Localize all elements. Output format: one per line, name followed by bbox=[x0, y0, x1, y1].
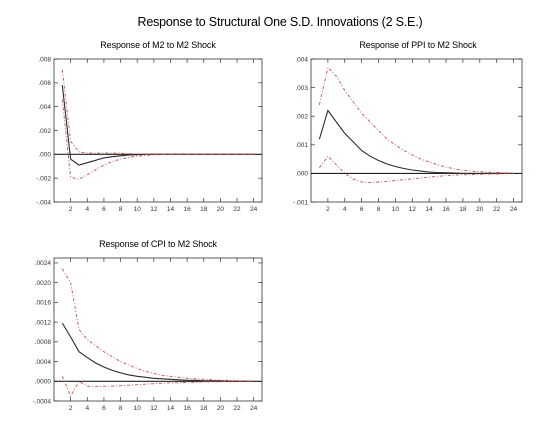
panel-ppi-to-m2: Response of PPI to M2 Shock -.001 .000 .00… bbox=[293, 40, 523, 213]
upper-band-line bbox=[61, 69, 254, 155]
x-tick-label: 10 bbox=[134, 206, 142, 213]
y-tick-label: .008 bbox=[38, 56, 51, 63]
y-tick-label: .006 bbox=[38, 80, 51, 87]
x-tick-label: 8 bbox=[119, 405, 123, 412]
x-tick-label: 24 bbox=[250, 206, 258, 213]
x-tick-label: 18 bbox=[200, 206, 208, 213]
x-tick-label: 8 bbox=[119, 206, 123, 213]
x-tick-label: 14 bbox=[167, 405, 175, 412]
lower-band-line bbox=[61, 99, 254, 180]
x-tick-label: 18 bbox=[200, 405, 208, 412]
x-tick-label: 2 bbox=[69, 405, 73, 412]
x-tick-label: 4 bbox=[85, 405, 89, 412]
y-tick-label: .002 bbox=[295, 114, 308, 121]
plot-frame bbox=[310, 58, 523, 203]
x-tick-label: 2 bbox=[326, 206, 330, 213]
x-tick-label: 24 bbox=[250, 405, 258, 412]
y-tick-label: -.002 bbox=[36, 175, 51, 182]
y-tick-label: .000 bbox=[38, 152, 51, 159]
panel-title: Response of PPI to M2 Shock bbox=[359, 40, 477, 50]
y-tick-label: .0016 bbox=[35, 300, 52, 307]
x-tick-label: 22 bbox=[233, 206, 241, 213]
y-tick-label: .004 bbox=[38, 104, 51, 111]
x-tick-label: 12 bbox=[409, 206, 417, 213]
chart-marks: -.0004 .0000 .0004 .0008 .0012 .0016 .0020 .002… bbox=[33, 258, 262, 412]
x-tick-label: 24 bbox=[510, 206, 518, 213]
x-tick-label: 10 bbox=[392, 206, 400, 213]
x-tick-label: 18 bbox=[459, 206, 467, 213]
x-tick-label: 20 bbox=[476, 206, 484, 213]
panel-cpi-to-m2: Response of CPI to M2 Shock -.0004 .0000.… bbox=[33, 239, 263, 412]
upper-band-line bbox=[318, 66, 514, 174]
lower-band-line bbox=[61, 376, 254, 398]
x-tick-label: 16 bbox=[184, 206, 192, 213]
x-tick-label: 4 bbox=[343, 206, 347, 213]
y-tick-label: -.001 bbox=[293, 199, 308, 206]
x-tick-label: 4 bbox=[85, 206, 89, 213]
x-tick-label: 6 bbox=[102, 405, 106, 412]
y-tick-label: .0012 bbox=[35, 319, 52, 326]
y-tick-label: .0008 bbox=[35, 339, 52, 346]
x-tick-label: 20 bbox=[217, 405, 225, 412]
x-tick-label: 16 bbox=[442, 206, 450, 213]
y-tick-label: .002 bbox=[38, 128, 51, 135]
lower-band-line bbox=[319, 155, 514, 184]
y-tick-label: .0020 bbox=[35, 280, 52, 287]
plot-frame bbox=[53, 257, 263, 402]
x-tick-label: 12 bbox=[150, 206, 158, 213]
x-tick-label: 14 bbox=[167, 206, 175, 213]
panel-title: Response of M2 to M2 Shock bbox=[100, 40, 216, 50]
response-line bbox=[318, 109, 514, 174]
x-tick-label: 6 bbox=[102, 206, 106, 213]
y-tick-label: .001 bbox=[295, 142, 308, 149]
response-line bbox=[61, 322, 254, 382]
figure-title: Response to Structural One S.D. Innovati… bbox=[138, 15, 423, 29]
y-tick-label: -.0004 bbox=[33, 398, 52, 405]
y-tick-label: .003 bbox=[295, 85, 308, 92]
x-tick-label: 2 bbox=[69, 206, 73, 213]
x-tick-label: 16 bbox=[184, 405, 192, 412]
y-tick-label: .0004 bbox=[35, 359, 52, 366]
x-tick-label: 6 bbox=[360, 206, 364, 213]
x-tick-label: 22 bbox=[233, 405, 241, 412]
panel-title: Response of CPI to M2 Shock bbox=[99, 239, 217, 249]
x-tick-label: 12 bbox=[150, 405, 158, 412]
y-tick-label: .000 bbox=[295, 171, 308, 178]
x-tick-label: 10 bbox=[134, 405, 142, 412]
plot-frame bbox=[53, 58, 263, 203]
x-tick-label: 20 bbox=[217, 206, 225, 213]
panel-m2-to-m2: Response of M2 to M2 Shock -.004 -.002 .00… bbox=[36, 40, 263, 213]
x-tick-label: 8 bbox=[377, 206, 381, 213]
y-tick-label: .0000 bbox=[35, 379, 52, 386]
y-tick-label: .004 bbox=[295, 56, 308, 63]
upper-band-line bbox=[61, 268, 254, 382]
y-tick-label: -.004 bbox=[36, 199, 51, 206]
x-tick-label: 22 bbox=[493, 206, 501, 213]
y-tick-label: .0024 bbox=[35, 260, 52, 267]
x-tick-label: 14 bbox=[426, 206, 434, 213]
